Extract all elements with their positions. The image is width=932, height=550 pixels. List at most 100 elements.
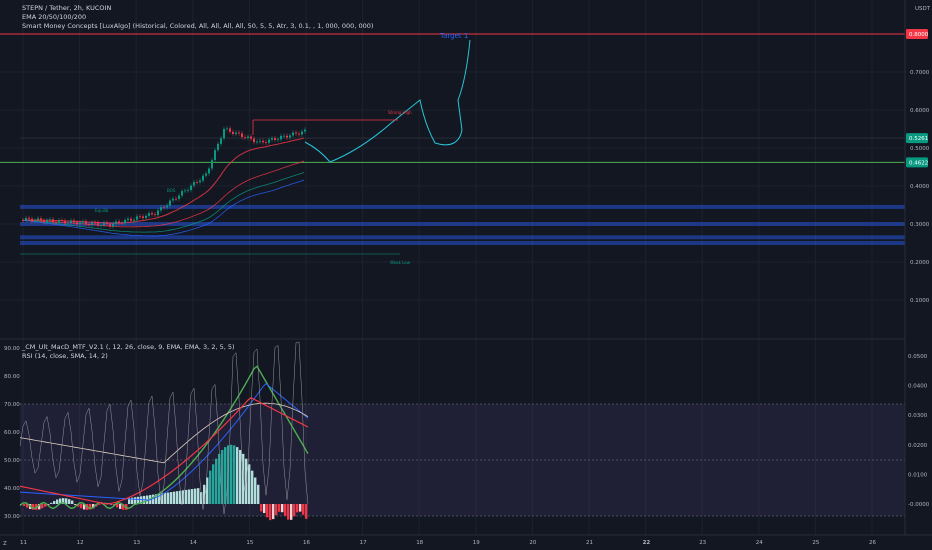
candle-body-40 <box>142 216 144 219</box>
hist-bar-40 <box>140 496 143 504</box>
hist-bar-19 <box>77 504 80 507</box>
time-tick-12: 12 <box>77 540 84 546</box>
candle-body-41 <box>145 215 147 219</box>
annotation-1: Strong High <box>388 110 412 115</box>
candle-body-24 <box>94 222 96 224</box>
candle-body-73 <box>241 133 243 138</box>
hist-bar-9 <box>47 504 50 505</box>
main-legend[interactable]: STEPN / Tether, 2h, KUCOIN EMA 20/50/100… <box>22 4 373 31</box>
candle-body-4 <box>34 220 36 222</box>
candle-body-7 <box>43 220 45 223</box>
candle-body-52 <box>178 195 180 199</box>
candle-body-75 <box>247 136 249 138</box>
candle-body-22 <box>88 223 90 225</box>
hist-bar-21 <box>83 504 86 510</box>
hist-bar-59 <box>197 488 200 504</box>
candle-body-65 <box>217 143 219 151</box>
candle-body-2 <box>28 217 30 219</box>
hist-bar-4 <box>32 504 35 510</box>
candle-body-48 <box>166 205 168 208</box>
candle-body-88 <box>286 135 288 138</box>
hist-bar-1 <box>23 504 26 506</box>
hist-bar-37 <box>131 497 134 504</box>
legend-rsi[interactable]: RSI (14, close, SMA, 14, 2) <box>22 352 108 360</box>
candle-body-13 <box>61 220 63 221</box>
candle-body-78 <box>256 141 258 143</box>
hist-bar-78 <box>254 477 257 504</box>
macd-axis[interactable]: 0.0500 0.0400 0.0300 0.0200 0.0100 -0.0000 <box>908 354 930 508</box>
hist-bar-15 <box>65 498 68 504</box>
candle-body-8 <box>46 220 48 223</box>
hist-bar-47 <box>161 493 164 504</box>
hist-bar-60 <box>200 492 203 504</box>
price-tick-5: 0.2000 <box>910 260 930 266</box>
macd-tick-2: 0.0300 <box>908 413 928 419</box>
hist-bar-10 <box>50 502 53 504</box>
candle-body-68 <box>226 128 228 130</box>
candle-body-87 <box>283 135 285 137</box>
candle-body-94 <box>304 129 306 132</box>
candle-body-72 <box>238 132 240 134</box>
candle-body-81 <box>265 142 267 144</box>
hist-bar-32 <box>116 504 119 508</box>
hist-bar-14 <box>62 498 65 504</box>
candle-body-70 <box>232 131 234 134</box>
candle-body-35 <box>127 218 129 221</box>
time-tick-22: 22 <box>643 540 651 546</box>
candle-body-64 <box>214 150 216 161</box>
legend-smc[interactable]: Smart Money Concepts [LuxAlgo] (Historic… <box>22 22 374 30</box>
hist-bar-72 <box>236 447 239 504</box>
candle-body-25 <box>97 222 99 226</box>
time-axis[interactable]: 11 12 13 14 15 16 17 18 19 20 21 22 23 24 25 26 <box>20 540 876 546</box>
price-badge-1 <box>906 133 928 144</box>
hist-bar-70 <box>230 444 233 504</box>
rsi-line <box>19 341 309 515</box>
hist-bar-6 <box>38 504 41 510</box>
candle-body-83 <box>271 138 273 140</box>
candle-body-5 <box>37 218 39 221</box>
rsi-tick-5: 40.00 <box>4 486 20 492</box>
hist-bar-67 <box>221 449 224 504</box>
candle-body-71 <box>235 132 237 134</box>
candle-body-0 <box>22 220 24 221</box>
ema-100 <box>21 172 305 233</box>
time-tick-18: 18 <box>416 540 423 546</box>
hist-bar-64 <box>212 464 215 504</box>
price-levels <box>0 33 905 163</box>
rsi-tick-1: 80.00 <box>4 374 20 380</box>
supply-demand-zones <box>20 204 905 255</box>
legend-ema[interactable]: EMA 20/50/100/200 <box>22 13 87 21</box>
hist-bar-2 <box>26 504 29 508</box>
timezone-icon[interactable]: Z <box>3 541 7 547</box>
sub-legend[interactable]: _CM_Ult_MacD_MTF_V2.1 (, 12, 26, close, … <box>22 343 235 361</box>
hist-bar-77 <box>251 470 254 504</box>
candle-body-14 <box>64 220 66 224</box>
zone-2 <box>20 235 905 240</box>
candle-body-32 <box>118 221 120 223</box>
hist-bar-87 <box>281 504 284 513</box>
hist-bar-48 <box>164 492 167 504</box>
time-tick-23: 23 <box>699 540 706 546</box>
macd-tick-0: 0.0500 <box>908 354 928 360</box>
legend-macd[interactable]: _CM_Ult_MacD_MTF_V2.1 (, 12, 26, close, … <box>22 343 235 351</box>
candles <box>22 126 306 229</box>
rsi-tick-3: 60.00 <box>4 430 20 436</box>
candle-body-79 <box>259 140 261 142</box>
candle-body-59 <box>199 180 201 183</box>
time-tick-11: 11 <box>20 540 27 546</box>
hist-bar-82 <box>266 504 269 518</box>
legend-symbol[interactable]: STEPN / Tether, 2h, KUCOIN <box>22 4 112 12</box>
hist-bar-58 <box>194 488 197 504</box>
hist-bar-95 <box>305 504 308 519</box>
time-tick-19: 19 <box>473 540 480 546</box>
candle-body-93 <box>301 131 303 135</box>
candle-body-45 <box>157 210 159 216</box>
time-tick-14: 14 <box>190 540 197 546</box>
hist-bar-13 <box>59 498 62 504</box>
candle-body-44 <box>154 214 156 216</box>
hist-bar-94 <box>302 504 305 515</box>
candle-body-12 <box>58 220 60 223</box>
price-axis[interactable]: 0.7000 0.6000 0.5000 0.4000 0.3000 0.2000 0.10… <box>906 29 930 304</box>
hist-bar-83 <box>269 504 272 521</box>
